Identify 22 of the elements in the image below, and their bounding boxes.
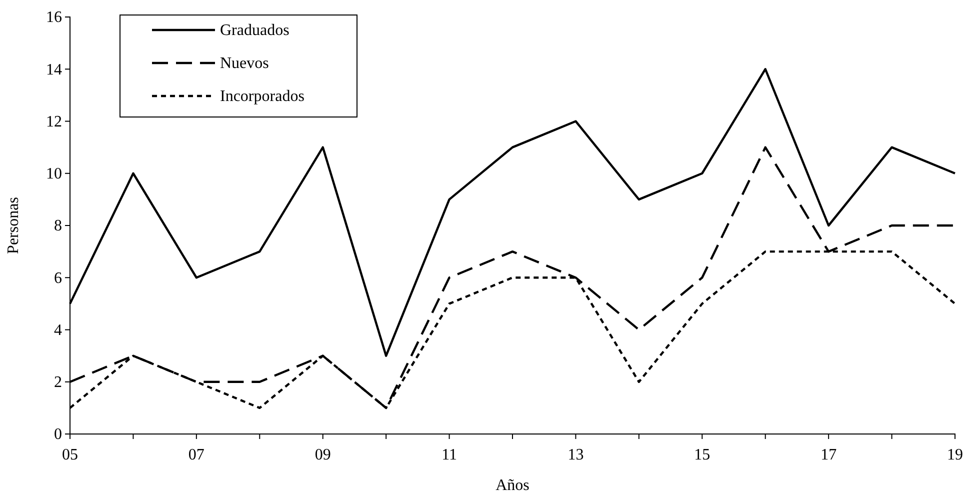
x-tick-label: 05	[62, 446, 78, 464]
y-tick-label: 12	[46, 113, 62, 130]
y-tick-label: 14	[46, 61, 62, 78]
x-tick-label: 07	[188, 446, 204, 464]
y-tick-label: 10	[46, 165, 62, 182]
y-tick-label: 0	[54, 426, 62, 444]
y-tick-label: 8	[54, 218, 62, 235]
x-tick-label: 09	[314, 446, 331, 464]
y-tick-label: 2	[54, 374, 62, 391]
y-tick-label: 4	[54, 322, 62, 339]
x-axis-title: Años	[496, 477, 530, 494]
x-tick-label: 15	[694, 446, 710, 464]
x-tick-label: 19	[947, 446, 963, 464]
legend-label: Nuevos	[220, 55, 269, 72]
legend-label: Incorporados	[220, 88, 304, 105]
x-tick-label: 17	[820, 446, 837, 464]
y-tick-label: 16	[46, 9, 62, 26]
y-axis-title: Personas	[5, 197, 22, 254]
x-tick-label: 13	[568, 446, 584, 464]
x-tick-label: 11	[442, 446, 457, 464]
y-tick-label: 6	[54, 270, 62, 287]
legend-label: Graduados	[220, 22, 290, 39]
